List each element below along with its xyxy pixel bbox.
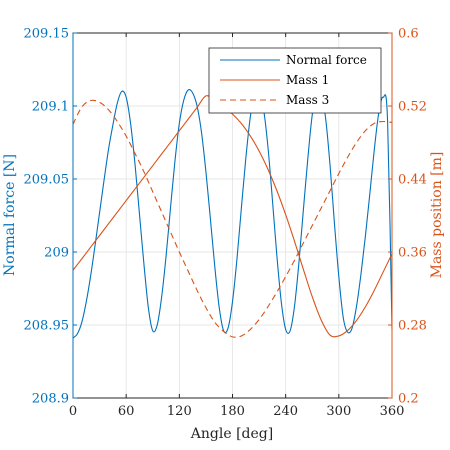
left-y-axis-label: Normal force [N] bbox=[2, 154, 18, 276]
x-tick-label: 0 bbox=[69, 404, 77, 419]
x-axis-ticks: 0 60 120 180 240 300 360 bbox=[69, 33, 405, 419]
legend-label-mass-3: Mass 3 bbox=[286, 93, 329, 107]
x-tick-label: 180 bbox=[220, 404, 245, 419]
x-tick-label: 60 bbox=[118, 404, 135, 419]
legend: Normal force Mass 1 Mass 3 bbox=[208, 47, 382, 114]
right-tick-label: 0.28 bbox=[398, 319, 427, 334]
legend-label-normal-force: Normal force bbox=[286, 53, 367, 67]
series-layer bbox=[72, 88, 393, 339]
right-y-axis-label: Mass position [m] bbox=[429, 152, 445, 279]
left-y-axis-ticks: 208.9 208.95 209 209.05 209.1 209.15 bbox=[24, 27, 77, 407]
left-tick-label: 208.95 bbox=[24, 319, 70, 334]
x-tick-label: 300 bbox=[326, 404, 351, 419]
right-tick-label: 0.44 bbox=[398, 173, 427, 188]
x-tick-label: 240 bbox=[273, 404, 298, 419]
right-tick-label: 0.6 bbox=[398, 27, 419, 42]
right-y-axis-ticks: 0.2 0.28 0.36 0.44 0.52 0.6 bbox=[388, 27, 427, 407]
series-line-mass-1 bbox=[72, 95, 393, 338]
series-line-normal-force bbox=[72, 88, 393, 339]
left-tick-label: 208.9 bbox=[32, 392, 69, 407]
series-line-mass-3 bbox=[72, 99, 393, 338]
x-axis-label: Angle [deg] bbox=[190, 426, 273, 442]
x-tick-label: 120 bbox=[167, 404, 192, 419]
right-tick-label: 0.52 bbox=[398, 100, 427, 115]
right-tick-label: 0.2 bbox=[398, 392, 419, 407]
x-tick-label: 360 bbox=[380, 404, 405, 419]
left-tick-label: 209 bbox=[44, 246, 69, 261]
left-tick-label: 209.1 bbox=[32, 100, 69, 115]
left-tick-label: 209.15 bbox=[24, 27, 70, 42]
left-tick-label: 209.05 bbox=[24, 173, 70, 188]
right-tick-label: 0.36 bbox=[398, 246, 427, 261]
legend-label-mass-1: Mass 1 bbox=[286, 73, 329, 87]
